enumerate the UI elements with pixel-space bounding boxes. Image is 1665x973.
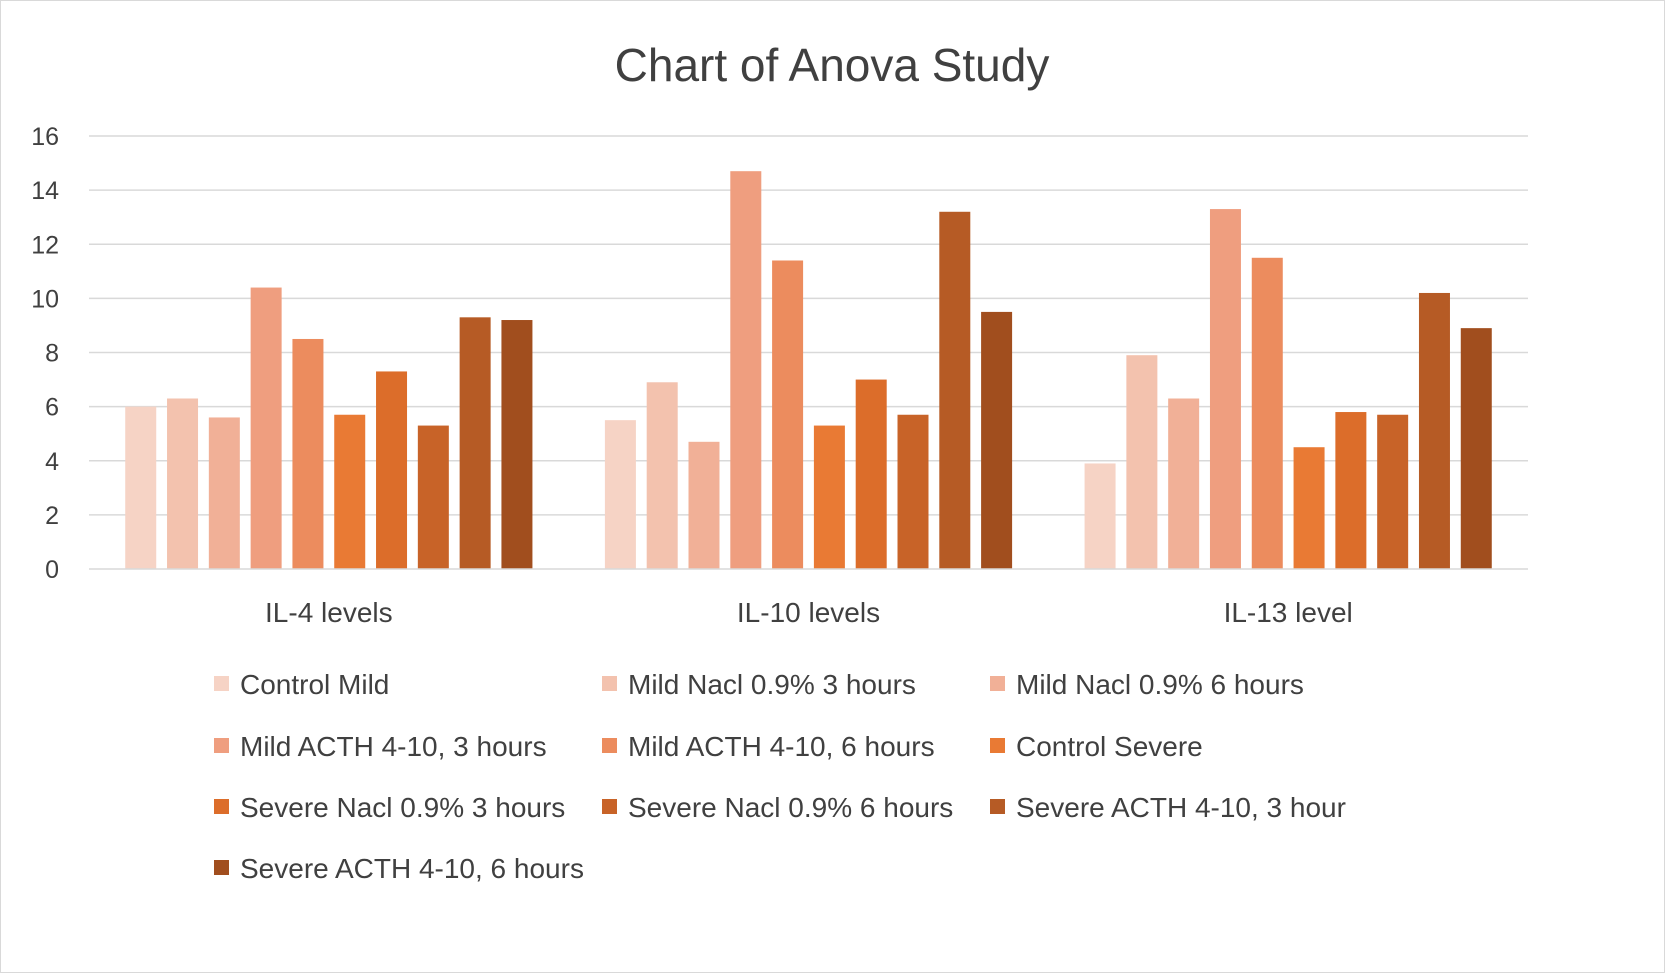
bar bbox=[688, 441, 720, 569]
legend-label: Severe Nacl 0.9% 3 hours bbox=[240, 792, 565, 823]
bars bbox=[125, 171, 1492, 569]
x-category-label: IL-10 levels bbox=[737, 597, 880, 628]
x-category-label: IL-13 level bbox=[1224, 597, 1353, 628]
legend: Control Mild Mild Nacl 0.9% 3 hours Mild N… bbox=[214, 669, 1346, 884]
legend-label: Control Severe bbox=[1016, 731, 1203, 762]
bar bbox=[1293, 447, 1325, 569]
legend-label: Control Mild bbox=[240, 669, 389, 700]
legend-item: Severe ACTH 4-10, 6 hours bbox=[214, 853, 584, 884]
legend-swatch bbox=[214, 799, 229, 814]
chart-title: Chart of Anova Study bbox=[615, 39, 1050, 91]
y-tick-label: 14 bbox=[31, 177, 59, 205]
bar bbox=[501, 320, 533, 569]
legend-swatch bbox=[990, 738, 1005, 753]
y-tick-label: 4 bbox=[45, 448, 59, 476]
legend-swatch bbox=[214, 860, 229, 875]
bar bbox=[939, 211, 971, 569]
legend-label: Mild Nacl 0.9% 3 hours bbox=[628, 669, 916, 700]
bar bbox=[604, 420, 636, 569]
bar bbox=[334, 414, 366, 569]
legend-item: Mild Nacl 0.9% 6 hours bbox=[990, 669, 1304, 700]
bar bbox=[1460, 328, 1492, 569]
y-tick-label: 12 bbox=[31, 231, 59, 259]
bar bbox=[855, 379, 887, 569]
legend-swatch bbox=[602, 676, 617, 691]
bar bbox=[1418, 292, 1450, 569]
bar bbox=[730, 171, 762, 569]
bar bbox=[1251, 257, 1283, 569]
bar bbox=[167, 398, 199, 569]
gridlines bbox=[89, 135, 1528, 516]
legend-label: Severe ACTH 4-10, 3 hour bbox=[1016, 792, 1346, 823]
y-tick-label: 0 bbox=[45, 556, 59, 584]
legend-label: Severe Nacl 0.9% 6 hours bbox=[628, 792, 953, 823]
legend-label: Severe ACTH 4-10, 6 hours bbox=[240, 853, 584, 884]
bar bbox=[897, 414, 929, 569]
legend-item: Severe Nacl 0.9% 6 hours bbox=[602, 792, 953, 823]
legend-swatch bbox=[990, 676, 1005, 691]
bar bbox=[1335, 412, 1367, 569]
y-tick-label: 6 bbox=[45, 394, 59, 422]
bar bbox=[981, 311, 1013, 569]
legend-item: Mild ACTH 4-10, 3 hours bbox=[214, 731, 547, 762]
bar bbox=[292, 338, 324, 569]
bar bbox=[646, 382, 678, 569]
legend-label: Mild Nacl 0.9% 6 hours bbox=[1016, 669, 1304, 700]
legend-swatch bbox=[990, 799, 1005, 814]
bar bbox=[125, 406, 157, 569]
legend-swatch bbox=[602, 738, 617, 753]
x-axis-categories: IL-4 levels IL-10 levels IL-13 level bbox=[265, 597, 1353, 628]
legend-item: Mild Nacl 0.9% 3 hours bbox=[602, 669, 916, 700]
y-tick-label: 2 bbox=[45, 502, 59, 530]
bar bbox=[1126, 355, 1158, 569]
y-axis-ticks: 0 2 4 6 8 10 12 14 16 bbox=[31, 123, 59, 584]
legend-item: Severe ACTH 4-10, 3 hour bbox=[990, 792, 1346, 823]
legend-item: Mild ACTH 4-10, 6 hours bbox=[602, 731, 935, 762]
bar bbox=[250, 287, 282, 569]
bar bbox=[376, 371, 408, 569]
legend-item: Severe Nacl 0.9% 3 hours bbox=[214, 792, 565, 823]
y-tick-label: 10 bbox=[31, 285, 59, 313]
bar bbox=[459, 317, 491, 569]
x-category-label: IL-4 levels bbox=[265, 597, 393, 628]
bar bbox=[1377, 414, 1409, 569]
bar bbox=[813, 425, 845, 569]
bar bbox=[1209, 209, 1241, 569]
legend-item: Control Mild bbox=[214, 669, 389, 700]
bar bbox=[1168, 398, 1200, 569]
bar bbox=[417, 425, 449, 569]
bar bbox=[208, 417, 240, 569]
legend-item: Control Severe bbox=[990, 731, 1203, 762]
bar bbox=[1084, 463, 1116, 569]
legend-label: Mild ACTH 4-10, 6 hours bbox=[628, 731, 935, 762]
y-tick-label: 16 bbox=[31, 123, 59, 151]
legend-swatch bbox=[214, 676, 229, 691]
legend-swatch bbox=[602, 799, 617, 814]
legend-swatch bbox=[214, 738, 229, 753]
bar bbox=[772, 260, 804, 569]
legend-label: Mild ACTH 4-10, 3 hours bbox=[240, 731, 547, 762]
y-tick-label: 8 bbox=[45, 340, 59, 368]
